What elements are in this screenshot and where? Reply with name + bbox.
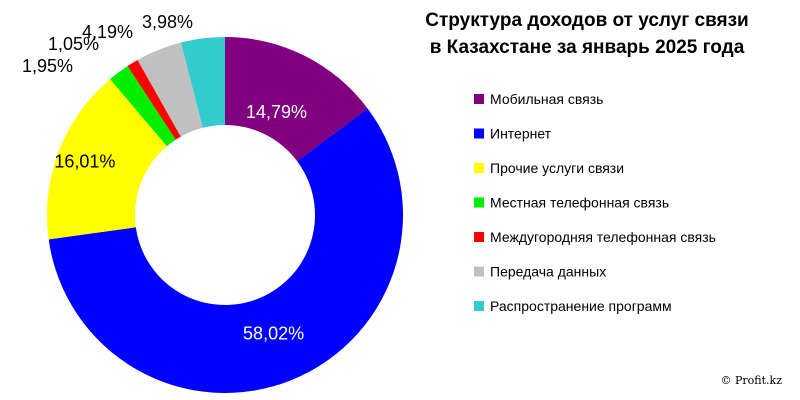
donut-slice-6 xyxy=(137,42,203,137)
donut-slice-5 xyxy=(127,59,181,140)
legend-swatch-3 xyxy=(474,163,484,173)
legend-label-2: Интернет xyxy=(490,126,552,142)
chart-title-line-2: в Казахстане за январь 2025 года xyxy=(430,37,745,58)
slice-label-5: 1,05% xyxy=(48,34,99,54)
legend-label-3: Прочие услуги связи xyxy=(490,160,624,176)
legend-label-5: Междугородняя телефонная связь xyxy=(490,229,716,245)
legend-swatch-6 xyxy=(474,266,484,277)
chart-title: Структура доходов от услуг связи в Казах… xyxy=(425,10,748,58)
legend-swatch-1 xyxy=(474,94,484,104)
legend-label-6: Передача данных xyxy=(490,264,606,280)
slice-label-2: 58,02% xyxy=(243,323,304,343)
legend-label-4: Местная телефонная связь xyxy=(490,195,669,211)
legend-label-1: Мобильная связь xyxy=(490,91,603,107)
chart-title-line-1: Структура доходов от услуг связи xyxy=(425,10,748,31)
donut-slices xyxy=(47,37,404,393)
watermark: © Profit.kz xyxy=(721,374,783,387)
donut-slice-1 xyxy=(225,37,368,162)
donut-slice-3 xyxy=(47,79,167,240)
legend-swatch-7 xyxy=(474,301,484,311)
legend-label-7: Распространение программ xyxy=(490,298,672,314)
slice-label-1: 14,79% xyxy=(246,102,307,122)
slice-labels: 14,79% 58,02% 16,01% 1,95%1,05%4,19% 3,98% xyxy=(22,12,307,343)
slice-label-4: 1,95% xyxy=(22,56,73,76)
legend-swatch-5 xyxy=(474,232,484,242)
slice-label-7: 3,98% xyxy=(142,12,193,32)
donut-slice-4 xyxy=(110,66,176,147)
donut-slice-2 xyxy=(48,108,404,393)
slice-label-3: 16,01% xyxy=(54,151,115,171)
legend-swatch-4 xyxy=(474,197,484,208)
legend-swatch-2 xyxy=(474,128,484,139)
donut-slice-7 xyxy=(180,37,225,128)
legend: Мобильная связь Интернет Прочие услуги свя… xyxy=(474,91,716,314)
slice-label-6: 4,19% xyxy=(82,22,133,42)
